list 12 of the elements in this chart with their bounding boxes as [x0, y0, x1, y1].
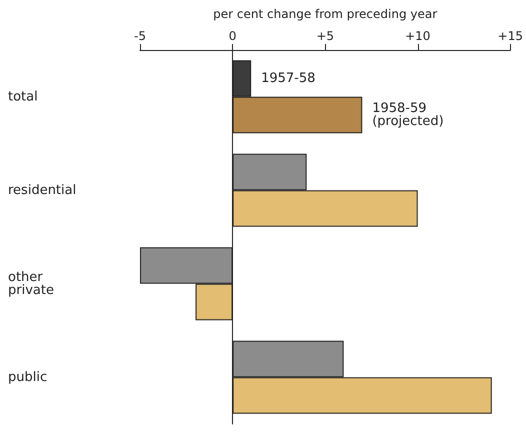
y-tick-label: residential [8, 182, 76, 198]
series-label: 1957-58 [261, 71, 316, 86]
x-tick-label: 0 [228, 29, 236, 43]
x-tick-label: -5 [134, 29, 146, 43]
y-tick-label: total [8, 89, 38, 104]
x-tick-label: +5 [316, 29, 334, 43]
series-label: 1958-59 (projected) [372, 100, 444, 129]
x-tick-label: +10 [405, 29, 430, 43]
y-tick-label: public [8, 370, 48, 385]
x-axis-title: per cent change from preceding year [213, 7, 438, 21]
x-tick-label: +15 [498, 29, 523, 43]
y-tick-label: other private [8, 270, 54, 298]
